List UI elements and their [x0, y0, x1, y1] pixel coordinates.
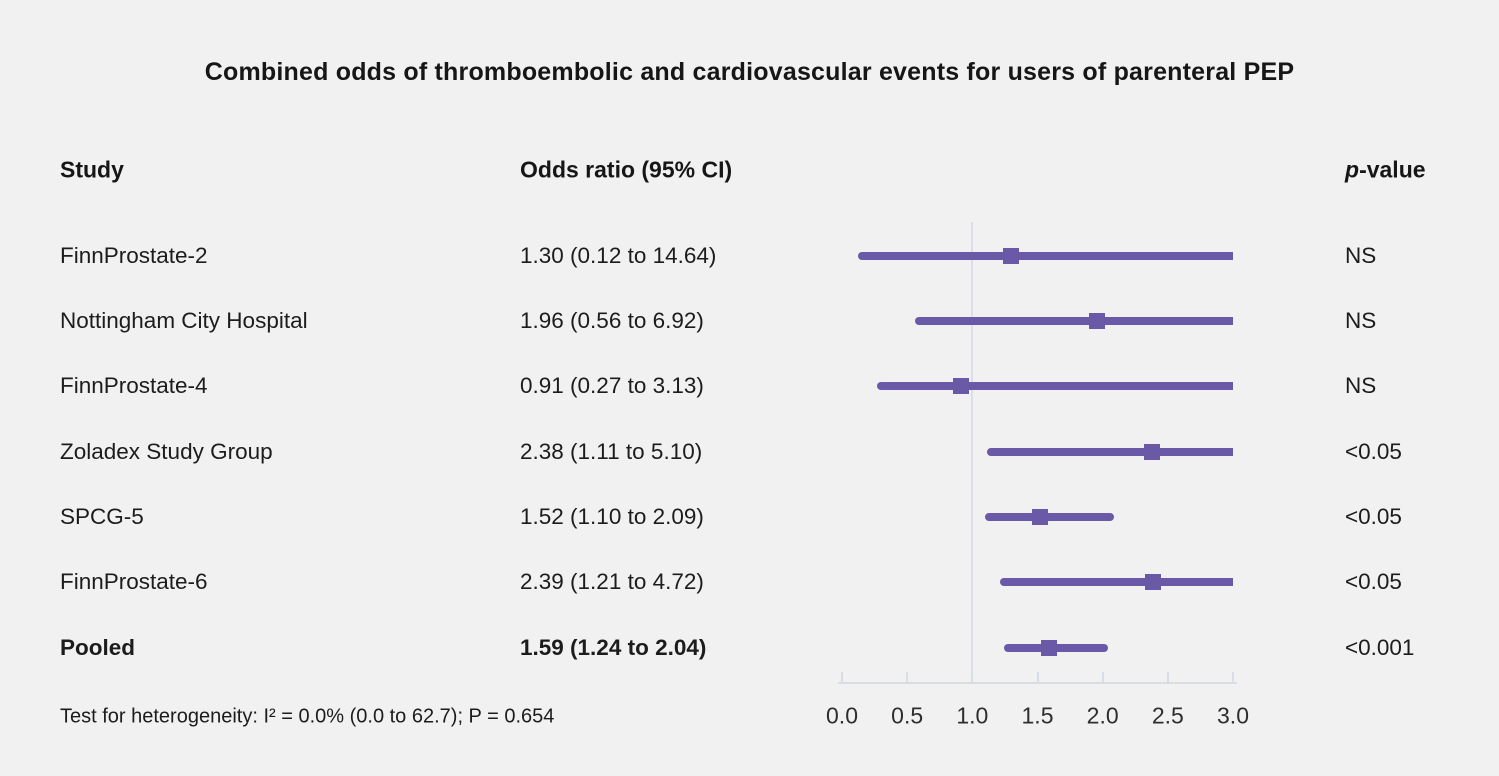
x-axis-line — [838, 682, 1237, 684]
odds-ratio-marker — [952, 378, 969, 395]
column-header-odds-ratio: Odds ratio (95% CI) — [520, 156, 733, 183]
column-header-pvalue: p-value — [1345, 157, 1426, 184]
x-axis-tick-label: 1.5 — [1021, 702, 1054, 729]
p-value-label: <0.05 — [1345, 569, 1402, 595]
x-axis-tick — [841, 672, 843, 682]
x-axis-tick — [1101, 672, 1104, 682]
odds-ratio-marker — [1003, 247, 1020, 264]
x-axis-tick — [971, 672, 974, 682]
p-value-label: NS — [1345, 307, 1377, 333]
x-axis-tick-label: 3.0 — [1217, 702, 1249, 729]
odds-ratio-label: 1.30 (0.12 to 14.64) — [520, 242, 717, 268]
p-value-label: <0.05 — [1345, 438, 1402, 464]
odds-ratio-marker — [1145, 574, 1162, 591]
reference-line — [971, 222, 974, 682]
pvalue-header-rest: -value — [1359, 156, 1426, 183]
x-axis-tick-label: 0.0 — [826, 702, 858, 729]
x-axis-tick-label: 0.5 — [891, 702, 924, 729]
odds-ratio-label: 0.91 (0.27 to 3.13) — [520, 373, 704, 399]
odds-ratio-marker — [1041, 639, 1058, 656]
odds-ratio-marker — [1089, 312, 1106, 329]
study-label: Nottingham City Hospital — [60, 307, 308, 333]
odds-ratio-marker — [1144, 443, 1161, 460]
confidence-interval-line — [986, 447, 1233, 456]
x-axis-tick — [1232, 672, 1234, 682]
p-value-label: NS — [1345, 242, 1377, 268]
x-axis-tick-label: 2.5 — [1151, 702, 1184, 729]
x-axis-tick-label: 1.0 — [956, 702, 989, 729]
odds-ratio-label: 2.38 (1.11 to 5.10) — [520, 438, 703, 464]
x-axis-tick — [906, 672, 909, 682]
column-header-study: Study — [60, 156, 124, 183]
confidence-interval-line — [999, 578, 1233, 587]
study-label: Pooled — [60, 634, 136, 660]
odds-ratio-marker — [1032, 508, 1049, 525]
confidence-interval-line — [877, 382, 1233, 391]
study-label: SPCG-5 — [60, 503, 144, 529]
odds-ratio-label: 1.96 (0.56 to 6.92) — [520, 307, 704, 333]
x-axis-tick-label: 2.0 — [1086, 702, 1119, 729]
odds-ratio-label: 2.39 (1.21 to 4.72) — [520, 569, 704, 595]
p-value-label: NS — [1345, 373, 1377, 399]
p-value-label: <0.05 — [1345, 503, 1402, 529]
p-value-label: <0.001 — [1345, 634, 1415, 660]
study-label: Zoladex Study Group — [60, 438, 273, 464]
pvalue-header-italic-p: p — [1345, 156, 1360, 183]
confidence-interval-line — [914, 316, 1233, 325]
heterogeneity-note: Test for heterogeneity: I² = 0.0% (0.0 t… — [60, 705, 555, 728]
confidence-interval-line — [985, 512, 1115, 521]
confidence-interval-line — [857, 251, 1233, 260]
figure-title: Combined odds of thromboembolic and card… — [204, 58, 1295, 86]
x-axis-tick — [1036, 672, 1039, 682]
x-axis-tick — [1166, 672, 1169, 682]
study-label: FinnProstate-6 — [60, 569, 208, 595]
study-label: FinnProstate-2 — [60, 242, 208, 268]
odds-ratio-label: 1.59 (1.24 to 2.04) — [520, 634, 707, 660]
odds-ratio-label: 1.52 (1.10 to 2.09) — [520, 503, 704, 529]
study-label: FinnProstate-4 — [60, 373, 208, 399]
